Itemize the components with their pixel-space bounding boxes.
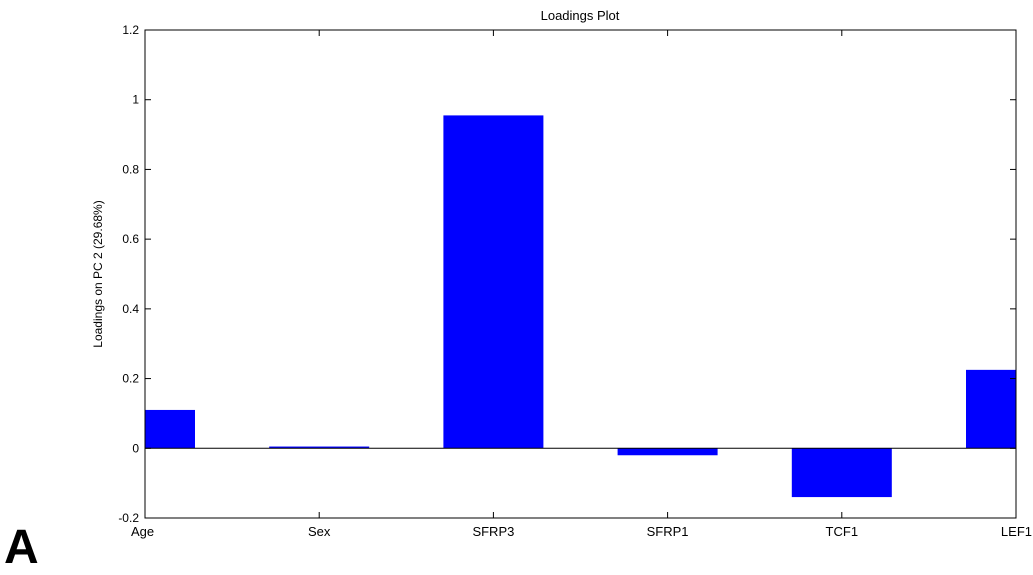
y-axis-label: Loadings on PC 2 (29.68%) xyxy=(91,200,105,347)
bar-sfrp1 xyxy=(617,448,718,456)
plot-frame xyxy=(144,29,1017,519)
bar-sex xyxy=(269,446,370,449)
y-tick-label: 0.8 xyxy=(122,162,139,176)
bar-lef1 xyxy=(966,369,1016,449)
y-tick-label: 0 xyxy=(132,441,139,455)
y-tick-label: 0.4 xyxy=(122,302,139,316)
y-tick-label: 0.6 xyxy=(122,232,139,246)
bar-age xyxy=(145,409,195,449)
bars-layer xyxy=(145,115,1016,498)
chart-title: Loadings Plot xyxy=(541,8,620,23)
x-tick-label: SFRP1 xyxy=(647,524,689,539)
y-tick-label: -0.2 xyxy=(118,511,139,525)
x-tick-label: TCF1 xyxy=(826,524,859,539)
x-tick-label: SFRP3 xyxy=(472,524,514,539)
y-tick-label: 1 xyxy=(132,93,139,107)
x-tick-label: LEF1 xyxy=(1001,524,1032,539)
ticks-layer: -0.2 0 0.2 0.4 0.6 0.8 1 1.2 Age Sex SFRP3 SFRP1 TCF… xyxy=(118,23,1032,539)
panel-label: A xyxy=(4,521,39,574)
y-tick-label: 1.2 xyxy=(122,23,139,37)
axes-layer xyxy=(144,29,1017,519)
bar-sfrp3 xyxy=(443,115,544,449)
y-tick-label: 0.2 xyxy=(122,372,139,386)
x-tick-label: Sex xyxy=(308,524,331,539)
x-tick-label: Age xyxy=(131,524,154,539)
bar-tcf1 xyxy=(791,448,892,498)
